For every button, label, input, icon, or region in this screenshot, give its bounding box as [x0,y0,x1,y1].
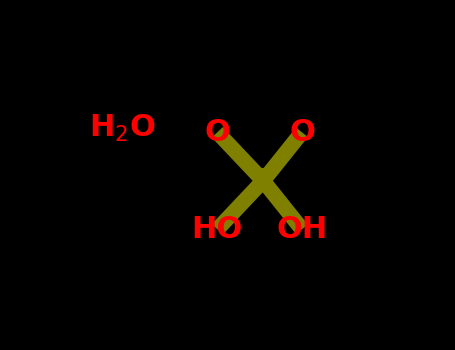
Text: H$_2$O: H$_2$O [89,113,156,144]
Text: O: O [289,118,315,147]
Text: S: S [253,167,273,195]
Text: OH: OH [276,215,328,244]
Text: O: O [204,118,230,147]
Text: HO: HO [192,215,243,244]
